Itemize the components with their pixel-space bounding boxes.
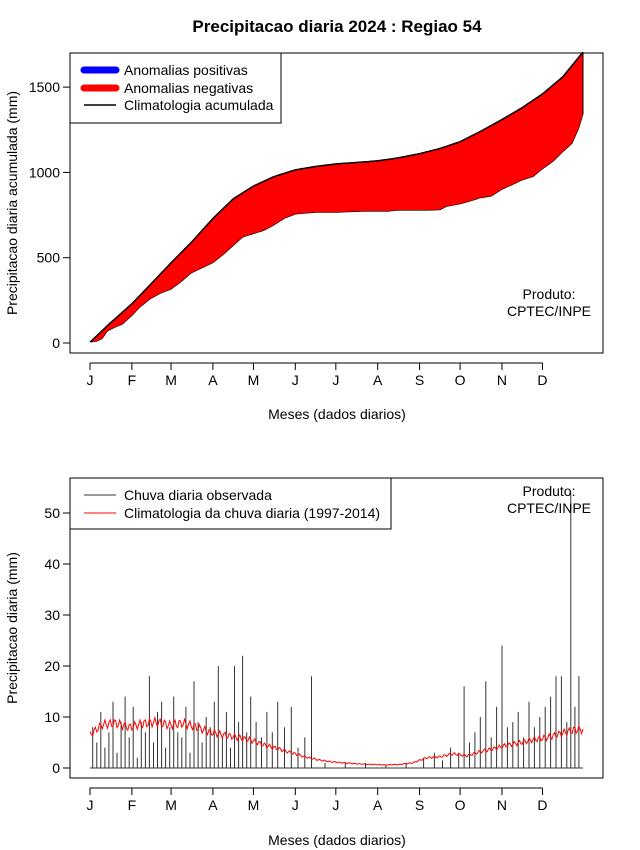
y-axis-label: Precipitacao diaria acumulada (mm) [4, 91, 20, 315]
x-tick-label: J [292, 372, 299, 388]
y-tick-label: 50 [44, 505, 60, 521]
x-tick-label: J [332, 372, 339, 388]
negative-anomaly-area [90, 52, 583, 343]
x-tick-label: O [455, 797, 466, 813]
legend: Anomalias positivas Anomalias negativas … [69, 52, 282, 124]
chart-title: Precipitacao diaria 2024 : Regiao 54 [192, 17, 482, 36]
y-tick-label: 500 [37, 250, 61, 266]
daily-chart: J F M A M J J A S O N D 0 10 20 30 40 50 Meses (dados di… [4, 477, 604, 848]
x-tick-label: A [373, 797, 383, 813]
x-tick-label: D [537, 797, 547, 813]
legend-label: Climatologia acumulada [124, 97, 274, 113]
daily-bars [90, 492, 583, 769]
legend-label: Climatologia da chuva diaria (1997-2014) [124, 505, 380, 521]
legend-box [69, 477, 392, 530]
x-tick-label: A [208, 372, 218, 388]
legend: Chuva diaria observada Climatologia da c… [69, 477, 392, 530]
x-tick-label: O [455, 372, 466, 388]
x-tick-label: M [248, 797, 260, 813]
x-tick-label: F [128, 372, 137, 388]
x-tick-label: J [87, 797, 94, 813]
observed-cumulative-line [89, 114, 584, 343]
x-tick-label: N [497, 797, 507, 813]
y-tick-label: 10 [44, 709, 60, 725]
x-tick-label: M [165, 372, 177, 388]
x-axis-label: Meses (dados diarios) [268, 406, 406, 422]
y-tick-label: 0 [52, 335, 60, 351]
x-tick-label: A [208, 797, 218, 813]
y-axis-label: Precipitacao diaria (mm) [4, 552, 20, 704]
x-tick-label: M [248, 372, 260, 388]
legend-label: Anomalias positivas [124, 62, 248, 78]
credit-line: CPTEC/INPE [507, 500, 591, 516]
y-tick-label: 20 [44, 658, 60, 674]
x-tick-label: A [373, 372, 383, 388]
legend-label: Anomalias negativas [124, 80, 253, 96]
x-tick-label: J [87, 372, 94, 388]
cumulative-chart: Precipitacao diaria 2024 : Regiao 54 J F M… [4, 17, 604, 422]
y-axis: 0 500 1000 1500 [29, 79, 71, 351]
y-axis: 0 10 20 30 40 50 [44, 505, 71, 776]
credit-line: CPTEC/INPE [507, 303, 591, 319]
x-tick-label: N [497, 372, 507, 388]
x-tick-label: S [415, 797, 424, 813]
climatology-line [89, 715, 584, 766]
legend-label: Chuva diaria observada [124, 487, 272, 503]
x-tick-label: F [128, 797, 137, 813]
x-tick-label: M [165, 797, 177, 813]
credit-line: Produto: [523, 286, 576, 302]
y-tick-label: 30 [44, 607, 60, 623]
climatology-cumulative-line [89, 51, 584, 343]
y-tick-label: 0 [52, 760, 60, 776]
y-tick-label: 40 [44, 556, 60, 572]
x-tick-label: D [537, 372, 547, 388]
x-tick-label: S [415, 372, 424, 388]
x-tick-label: J [292, 797, 299, 813]
x-tick-label: J [332, 797, 339, 813]
anomaly-area [89, 51, 584, 343]
x-axis-label: Meses (dados diarios) [268, 832, 406, 848]
y-tick-label: 1000 [29, 164, 60, 180]
y-tick-label: 1500 [29, 79, 60, 95]
credit-line: Produto: [523, 483, 576, 499]
